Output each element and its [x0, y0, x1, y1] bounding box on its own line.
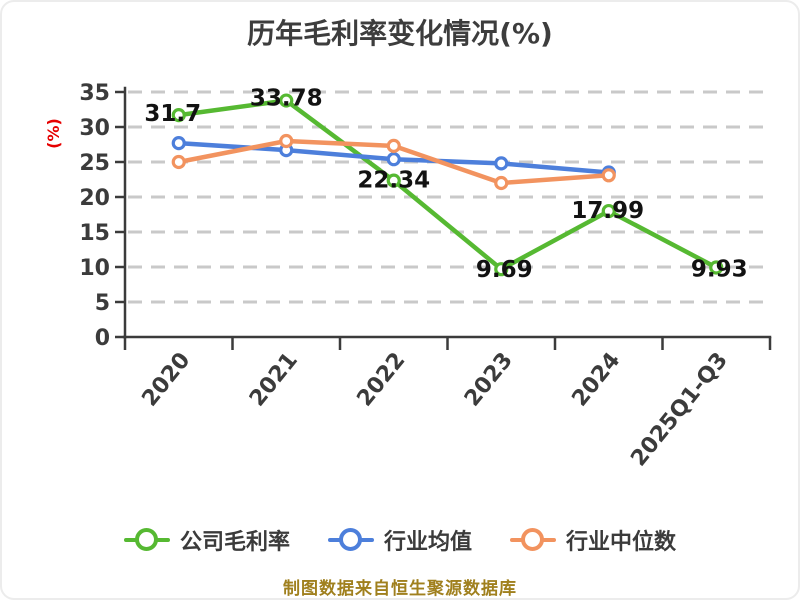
data-point-label: 17.99 [571, 198, 644, 224]
data-point-industry-average [386, 152, 401, 167]
data-point-industry-median [494, 175, 509, 191]
x-tick-label: 2023 [460, 348, 518, 411]
y-tick-label: 30 [79, 116, 110, 141]
data-point-company-gross-margin [171, 107, 186, 123]
data-point-label: 9.93 [691, 256, 748, 282]
data-point-industry-median [386, 138, 401, 153]
legend-dot-orange [521, 528, 544, 551]
y-tick-label: 15 [79, 221, 110, 246]
legend-item-industry-median: 行业中位数 [510, 524, 676, 556]
legend-label-industry-median: 行业中位数 [566, 530, 677, 555]
data-point-company-gross-margin [494, 262, 509, 277]
data-point-label: 9.69 [476, 257, 533, 283]
x-tick-label: 2021 [245, 348, 303, 411]
legend-label-company-gross-margin: 公司毛利率 [179, 530, 290, 555]
legend: 公司毛利率 行业均值 行业中位数 [2, 523, 798, 557]
x-tick-label: 2022 [352, 348, 410, 411]
y-tick-label: 0 [95, 326, 110, 351]
legend-marker-green-icon [123, 528, 170, 552]
data-point-company-gross-margin [279, 93, 294, 108]
plot-area: 0 5 10 15 20 25 30 35 2020 2021 2022 2023 2024 2025Q1… [79, 81, 772, 471]
x-tick-label: 2025Q1-Q3 [626, 348, 733, 471]
legend-dot-green [134, 528, 158, 551]
legend-item-industry-average: 行业均值 [327, 524, 472, 556]
x-tick-label: 2024 [567, 348, 625, 411]
series-line-company-gross-margin [176, 98, 719, 272]
y-tick-label: 35 [79, 81, 110, 106]
legend-marker-blue-icon [327, 528, 374, 552]
y-tick-label: 5 [95, 291, 110, 316]
footer-credit: 制图数据来自恒生聚源数据库 [283, 579, 517, 599]
data-point-label: 31.7 [144, 101, 201, 127]
y-tick-label: 20 [79, 186, 110, 211]
legend-item-company-gross-margin: 公司毛利率 [123, 524, 290, 556]
data-point-label: 33.78 [250, 86, 323, 112]
data-point-industry-median [279, 133, 294, 149]
data-point-industry-average [171, 136, 186, 151]
data-point-company-gross-margin [386, 173, 401, 188]
data-point-industry-average [494, 156, 509, 171]
chart-title: 历年毛利率变化情况(%) [247, 17, 553, 50]
data-point-company-gross-margin [601, 203, 616, 219]
legend-dot-blue [338, 528, 362, 551]
legend-label-industry-average: 行业均值 [383, 530, 472, 555]
legend-marker-orange-icon [510, 528, 556, 552]
data-point-label: 22.34 [357, 168, 430, 194]
data-point-industry-median [601, 168, 616, 183]
x-tick-label: 2020 [137, 348, 195, 411]
data-point-company-gross-margin [709, 260, 724, 275]
data-point-industry-median [171, 154, 186, 170]
y-tick-label: 10 [79, 256, 110, 281]
y-tick-label: 25 [79, 151, 110, 176]
